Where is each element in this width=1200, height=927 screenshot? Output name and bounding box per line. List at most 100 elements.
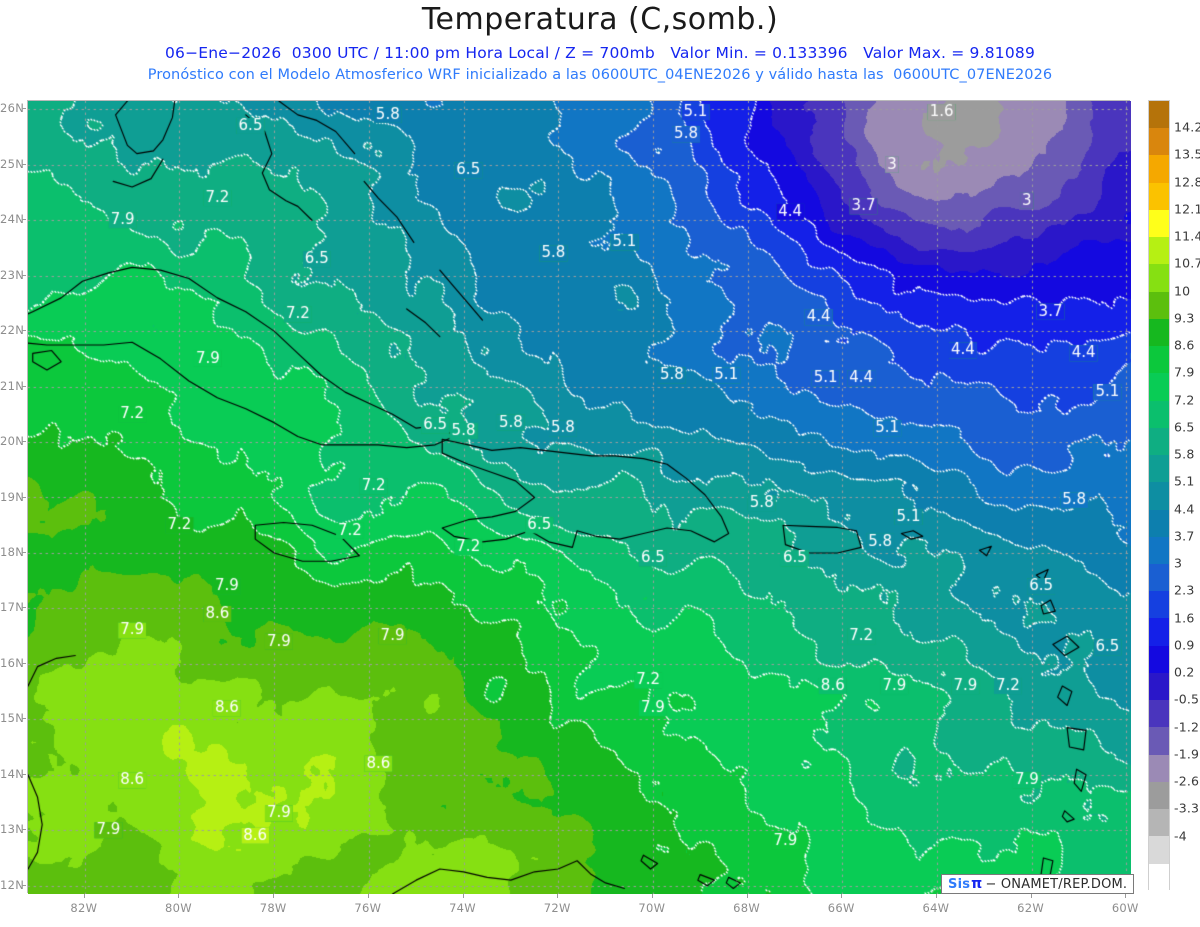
x-axis-tick-mark	[178, 894, 180, 898]
y-axis-tick-mark	[22, 829, 26, 831]
colorbar-segment	[1149, 536, 1169, 564]
colorbar-tick-label: 11.4	[1174, 228, 1200, 244]
colorbar-segment	[1149, 182, 1169, 210]
colorbar-tick-label: 5.1	[1174, 473, 1195, 489]
colorbar-tick-label: 4.4	[1174, 501, 1195, 517]
colorbar-tick-label: -2.6	[1174, 773, 1200, 789]
temperature-shaded-field	[28, 101, 1131, 894]
colorbar-segment	[1149, 645, 1169, 673]
colorbar-segment	[1149, 836, 1169, 864]
colorbar-tick-label: 3.7	[1174, 528, 1195, 544]
x-axis-tick-label: 74W	[449, 901, 476, 915]
x-axis-tick-mark	[935, 894, 937, 898]
x-axis-tick-label: 80W	[165, 901, 192, 915]
colorbar-tick-label: 14.2	[1174, 119, 1200, 135]
y-axis-tick-mark	[22, 607, 26, 609]
x-axis-tick-label: 78W	[259, 901, 287, 915]
colorbar-segment	[1149, 672, 1169, 701]
colorbar-tick-label: 7.9	[1174, 364, 1195, 380]
y-axis-tick-mark	[22, 551, 26, 553]
colorbar-tick-label: 1.6	[1174, 610, 1195, 626]
x-axis-tick-mark	[1125, 894, 1127, 898]
x-axis-tick-label: 60W	[1111, 901, 1139, 915]
y-axis-tick-mark	[22, 219, 26, 221]
colorbar-tick-label: 12.8	[1174, 174, 1200, 190]
y-axis-tick-label: 13N	[0, 822, 25, 837]
colorbar-segment	[1149, 727, 1169, 755]
colorbar-tick-label: 12.1	[1174, 201, 1200, 217]
colorbar-segment	[1149, 209, 1169, 238]
colorbar-tick-label: -3.3	[1174, 800, 1200, 816]
pi-icon: π	[971, 876, 983, 892]
forecast-info-line: 06−Ene−2026 0300 UTC / 11:00 pm Hora Loc…	[164, 44, 1036, 62]
page-title: Temperatura (C,somb.)	[421, 2, 779, 37]
y-axis-tick-label: 12N	[0, 877, 25, 892]
x-axis-tick-label: 64W	[922, 901, 950, 915]
colorbar-segment	[1149, 400, 1169, 428]
colorbar-tick-label: 10.7	[1174, 255, 1200, 271]
colorbar-segment	[1149, 291, 1169, 319]
x-axis-tick-label: 72W	[543, 901, 571, 915]
colorbar-segment	[1149, 373, 1169, 401]
x-axis-tick-label: 62W	[1017, 901, 1045, 915]
colorbar-tick-label: 0.2	[1174, 664, 1195, 680]
y-axis-tick-label: 18N	[0, 544, 25, 559]
colorbar-segment	[1149, 346, 1169, 374]
y-axis-tick-label: 25N	[0, 156, 25, 171]
y-axis-tick-label: 26N	[0, 101, 25, 116]
y-axis-tick-mark	[22, 108, 26, 110]
x-axis-tick-mark	[273, 894, 275, 898]
colorbar-tick-label: 10	[1174, 283, 1191, 299]
y-axis-tick-label: 24N	[0, 212, 25, 227]
colorbar-tick-label: -4	[1174, 828, 1187, 844]
colorbar-tick-label: -1.9	[1174, 746, 1200, 762]
colorbar-segment	[1149, 754, 1169, 782]
y-axis-tick-mark	[22, 773, 26, 775]
x-axis-tick-mark	[367, 894, 369, 898]
y-axis-tick-label: 16N	[0, 655, 25, 670]
x-axis-tick-label: 76W	[354, 901, 382, 915]
colorbar-tick-label: 0.9	[1174, 637, 1195, 653]
colorbar-segment	[1149, 128, 1169, 156]
colorbar	[1148, 100, 1170, 891]
y-axis-tick-label: 14N	[0, 766, 25, 781]
colorbar-segment	[1149, 509, 1169, 537]
colorbar-tick-label: 5.8	[1174, 446, 1195, 462]
colorbar-segment	[1149, 781, 1169, 810]
x-axis-tick-mark	[462, 894, 464, 898]
colorbar-segment	[1149, 482, 1169, 510]
x-axis-tick-mark	[83, 894, 85, 898]
y-axis-tick-label: 15N	[0, 711, 25, 726]
colorbar-tick-label: 9.3	[1174, 310, 1195, 326]
colorbar-segment	[1149, 155, 1169, 183]
colorbar-segment	[1149, 237, 1169, 265]
y-axis-tick-label: 23N	[0, 267, 25, 282]
colorbar-segment	[1149, 591, 1169, 619]
y-axis-tick-mark	[22, 274, 26, 276]
map-plot-area[interactable]	[27, 100, 1131, 894]
colorbar-tick-label: -0.5	[1174, 691, 1200, 707]
colorbar-segment	[1149, 863, 1169, 891]
y-axis-tick-mark	[22, 385, 26, 387]
x-axis-tick-mark	[1030, 894, 1032, 898]
x-axis-tick-mark	[746, 894, 748, 898]
colorbar-segment	[1149, 101, 1169, 129]
colorbar-tick-label: 2.3	[1174, 582, 1195, 598]
colorbar-tick-label: 8.6	[1174, 337, 1195, 353]
colorbar-segment	[1149, 264, 1169, 292]
colorbar-segment	[1149, 318, 1169, 347]
x-axis-tick-mark	[651, 894, 653, 898]
y-axis-tick-label: 17N	[0, 600, 25, 615]
x-axis-tick-mark	[841, 894, 843, 898]
colorbar-segment	[1149, 427, 1169, 456]
sis-label: Sis	[948, 876, 971, 892]
colorbar-tick-label: 3	[1174, 555, 1183, 571]
colorbar-tick-label: 7.2	[1174, 392, 1195, 408]
model-info-line: Pronóstico con el Modelo Atmosferico WRF…	[147, 67, 1053, 83]
colorbar-tick-label: 6.5	[1174, 419, 1195, 435]
y-axis-tick-mark	[22, 884, 26, 886]
y-axis-tick-mark	[22, 496, 26, 498]
y-axis-tick-label: 19N	[0, 489, 25, 504]
x-axis-tick-mark	[557, 894, 559, 898]
x-axis-tick-label: 82W	[70, 901, 98, 915]
